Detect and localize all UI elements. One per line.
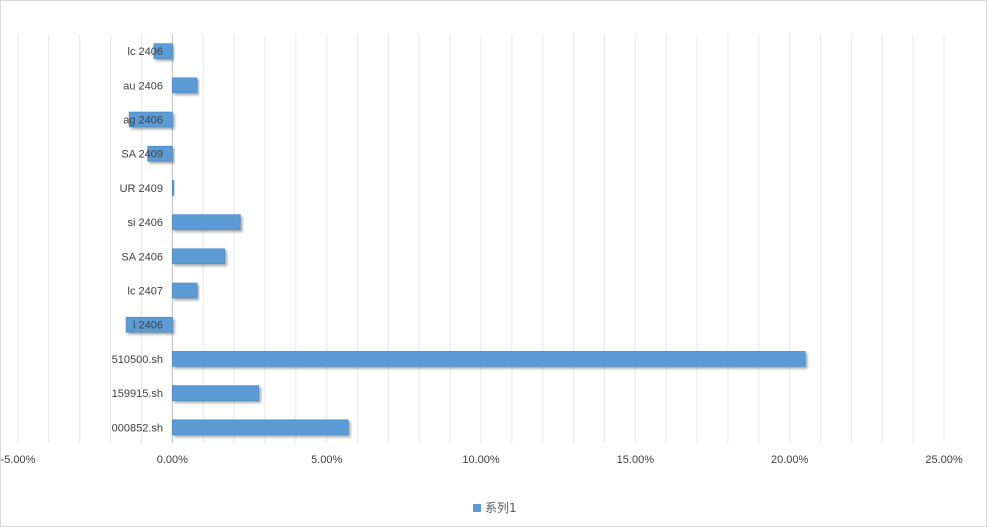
bar: [153, 43, 173, 59]
x-tick-label: 15.00%: [617, 454, 655, 466]
legend-label: 系列1: [485, 501, 517, 515]
bar: [125, 316, 173, 333]
legend: 系列1: [473, 499, 517, 516]
bar: [172, 385, 260, 401]
bar: [172, 248, 226, 265]
category-label: 159915.sh: [112, 388, 163, 400]
bar: [172, 351, 806, 367]
category-label: UR 2409: [120, 183, 163, 195]
bar: [128, 111, 173, 128]
x-tick-label: 5.00%: [311, 454, 342, 466]
bar: [172, 419, 349, 436]
category-label: SA 2406: [121, 251, 163, 263]
legend-swatch: [473, 503, 481, 512]
bar: [172, 180, 175, 196]
category-label: SA 2409: [121, 149, 163, 161]
x-tick-label: 20.00%: [771, 454, 809, 466]
x-tick-label: 25.00%: [925, 454, 963, 466]
bar: [147, 145, 173, 162]
category-label: lc 2407: [128, 286, 163, 298]
bar: [172, 282, 198, 299]
category-label: si 2406: [128, 217, 163, 229]
category-label: i 2406: [133, 320, 163, 332]
x-tick-label: -5.00%: [1, 454, 36, 466]
x-tick-label: 0.00%: [157, 454, 188, 466]
category-label: 000852.sh: [112, 422, 163, 434]
x-tick-label: 10.00%: [462, 454, 500, 466]
category-label: ag 2406: [123, 115, 163, 127]
bar: [172, 77, 198, 94]
category-label: au 2406: [123, 80, 163, 92]
category-label: 510500.sh: [112, 354, 163, 366]
bar: [172, 214, 241, 230]
category-label: lc 2406: [128, 46, 163, 58]
